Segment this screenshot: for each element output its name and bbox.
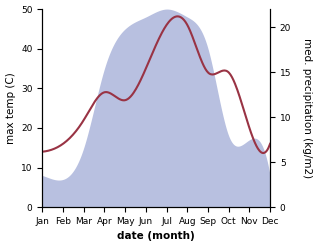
Y-axis label: max temp (C): max temp (C) bbox=[5, 72, 16, 144]
Y-axis label: med. precipitation (kg/m2): med. precipitation (kg/m2) bbox=[302, 38, 313, 178]
X-axis label: date (month): date (month) bbox=[117, 231, 195, 242]
